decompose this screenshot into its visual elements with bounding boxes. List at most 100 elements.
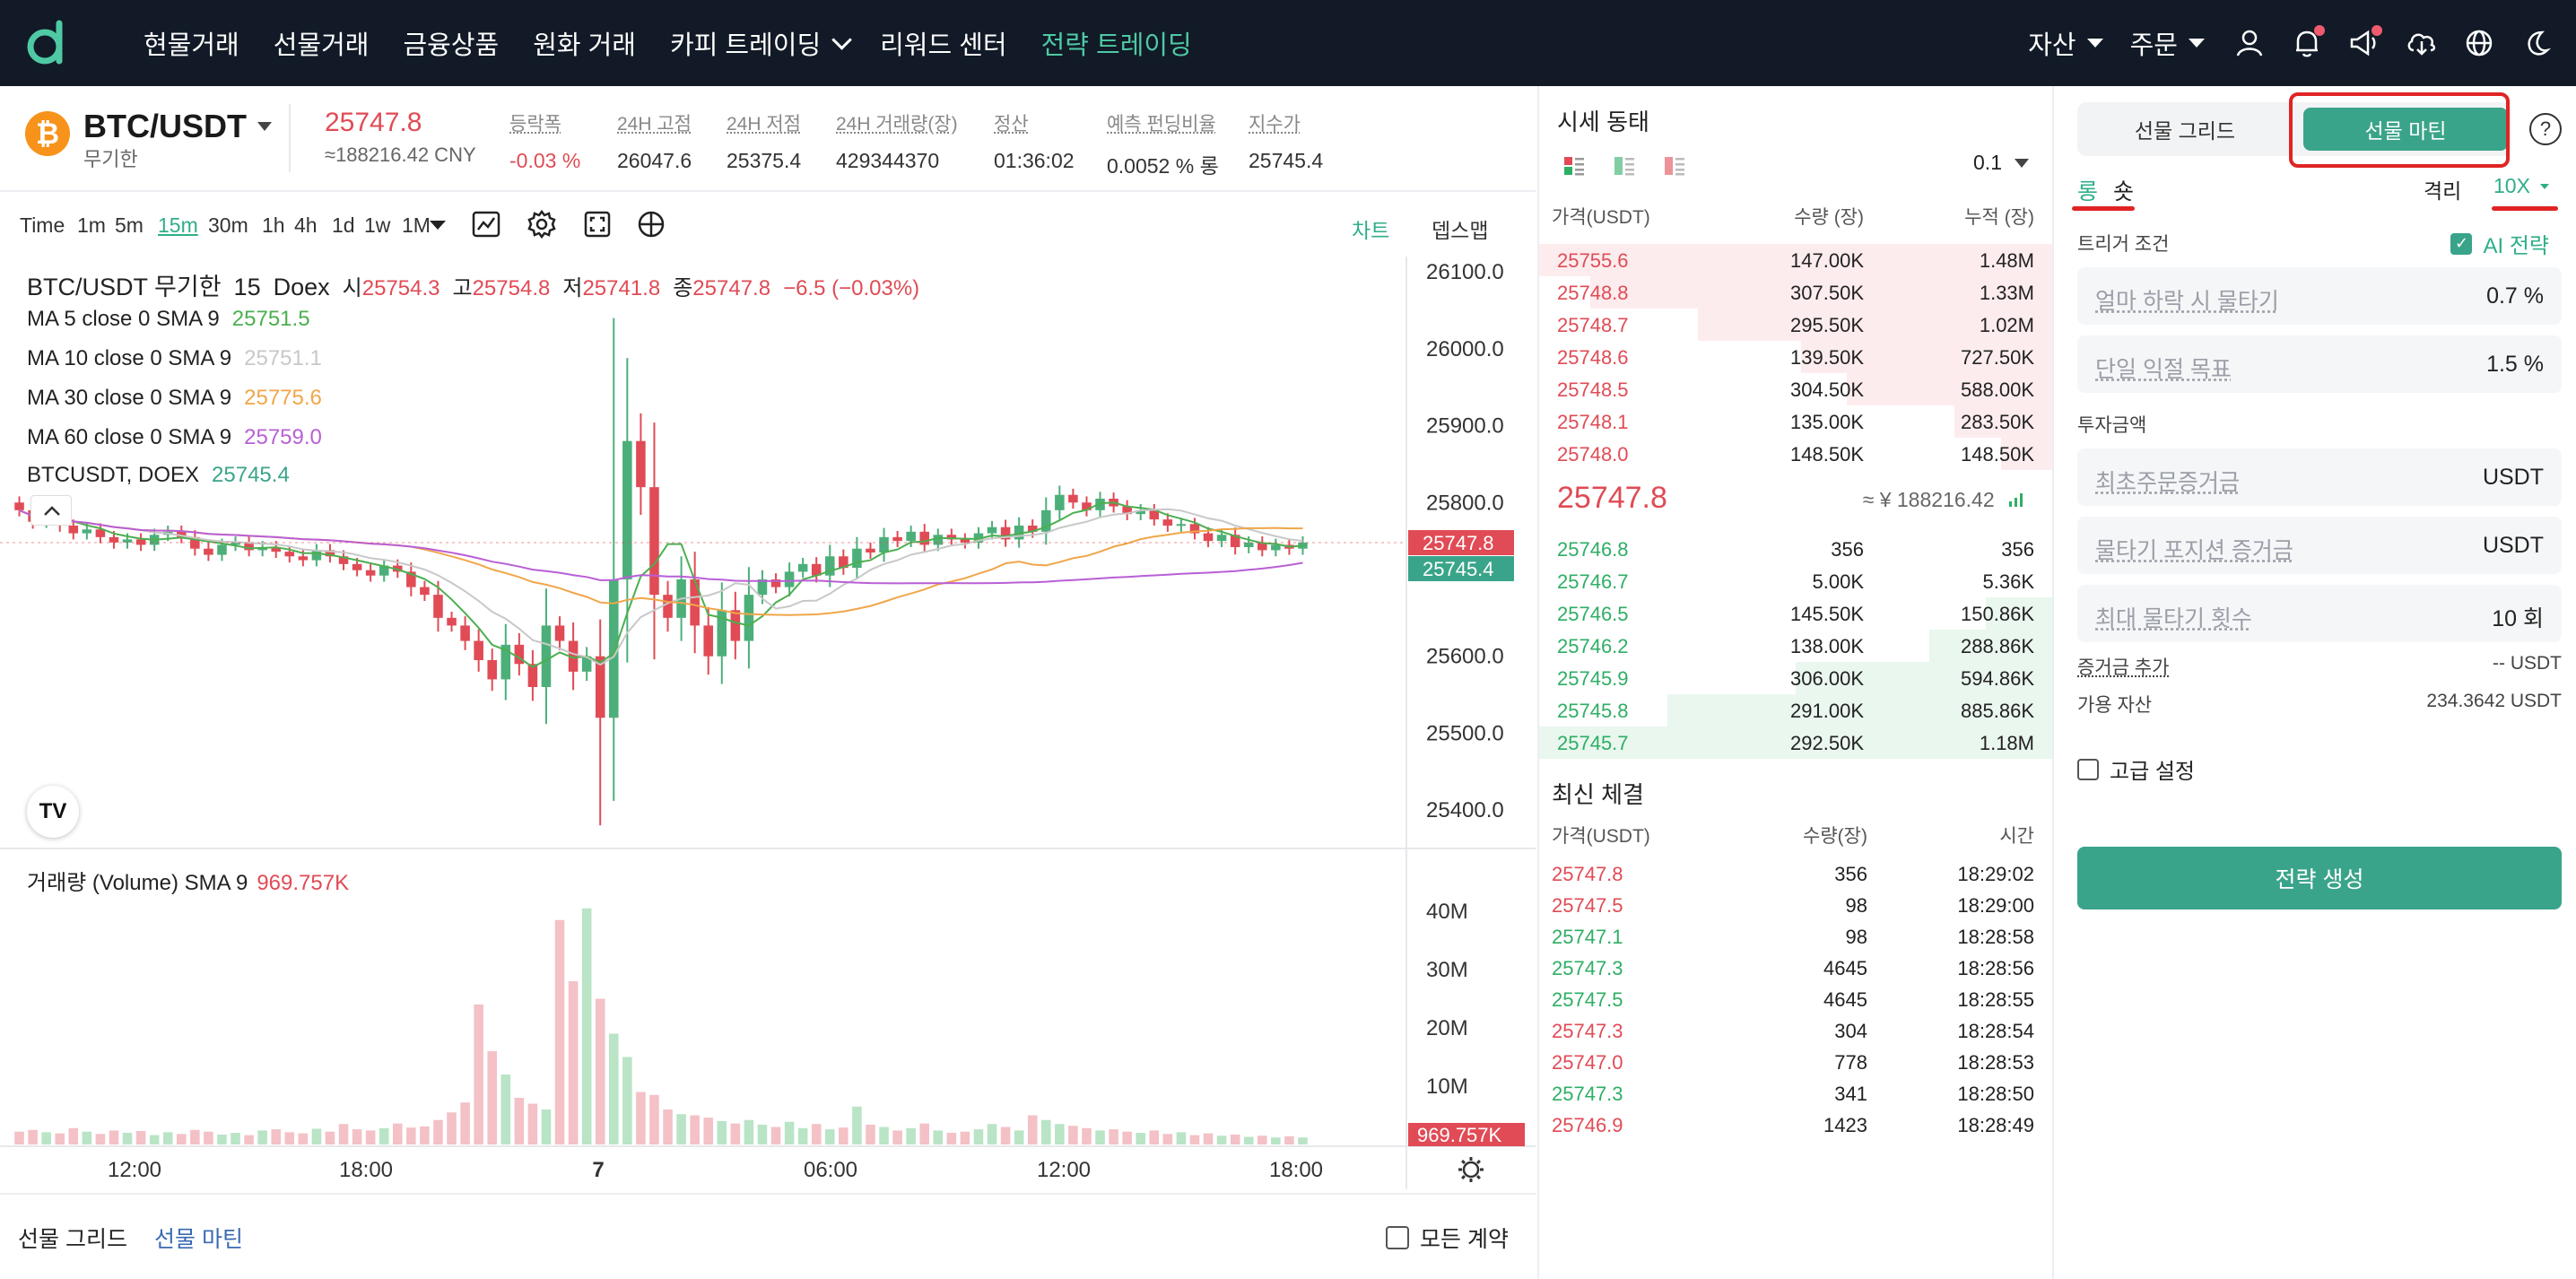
bid-row[interactable]: 25746.7 5.00K 5.36K <box>1539 565 2052 597</box>
trade-time: 18:28:56 <box>1957 957 2034 979</box>
view-chart-tab[interactable]: 차트 <box>1352 219 1390 242</box>
indicator-icon[interactable] <box>470 208 502 240</box>
gear-icon-tooth <box>1461 1160 1466 1164</box>
initial-margin-field[interactable]: 최초주문증거금 USDT <box>2077 448 2562 506</box>
bottom-tab-futures-martin[interactable]: 선물 마틴 <box>154 1227 243 1252</box>
bid-price: 25745.7 <box>1557 732 1629 754</box>
nav-item-1[interactable]: 선물거래 <box>274 24 370 62</box>
bid-row[interactable]: 25745.9 306.00K 594.86K <box>1539 662 2052 694</box>
interval-9[interactable]: 1M <box>402 213 431 237</box>
tradingview-logo[interactable]: TV <box>27 786 79 838</box>
moon-icon[interactable] <box>2519 25 2554 61</box>
nav-item-5[interactable]: 리워드 센터 <box>880 24 1006 62</box>
bid-row[interactable]: 25746.8 356 356 <box>1539 533 2052 565</box>
candle-body <box>839 556 849 569</box>
bell-icon[interactable] <box>2289 25 2325 61</box>
all-contracts-toggle[interactable]: 모든 계약 <box>1386 1222 1509 1254</box>
legend-interval: 15 <box>233 274 261 300</box>
candle-body <box>987 526 997 534</box>
fullscreen-icon[interactable] <box>581 208 614 240</box>
nav-item-4[interactable]: 카피 트레이딩 <box>670 24 852 62</box>
advanced-checkbox[interactable] <box>2077 758 2099 780</box>
asset-dropdown[interactable]: 자산 <box>2028 24 2103 62</box>
interval-2[interactable]: 5m <box>115 213 144 237</box>
interval-6[interactable]: 4h <box>294 213 318 237</box>
bid-row[interactable]: 25746.5 145.50K 150.86K <box>1539 597 2052 630</box>
gear-icon[interactable] <box>526 208 558 240</box>
time-tick-label: 7 <box>592 1158 604 1182</box>
short-tab[interactable]: 숏 <box>2113 179 2135 204</box>
order-dropdown[interactable]: 주문 <box>2130 24 2205 62</box>
interval-4[interactable]: 30m <box>208 213 248 237</box>
dip-buy-field[interactable]: 얼마 하락 시 물타기 0.7 % <box>2077 267 2562 325</box>
tab-futures-martin[interactable]: 선물 마틴 <box>2303 108 2508 151</box>
bid-row[interactable]: 25745.7 292.50K 1.18M <box>1539 727 2052 759</box>
volume-bar <box>568 981 579 1144</box>
ask-row[interactable]: 25748.6 139.50K 727.50K <box>1539 341 2052 373</box>
checkmark-icon[interactable]: ✓ <box>2450 232 2473 255</box>
ask-row[interactable]: 25755.6 147.00K 1.48M <box>1539 244 2052 276</box>
globe-icon[interactable] <box>2461 25 2497 61</box>
bottom-tab-futures-grid[interactable]: 선물 그리드 <box>18 1227 127 1252</box>
book-header-price: 가격(USDT) <box>1552 207 1650 228</box>
all-contracts-checkbox[interactable] <box>1386 1226 1410 1249</box>
chart-area[interactable]: 26100.0 26000.0 25900.0 25800.0 25600.0 25500… <box>0 257 1536 1189</box>
interval-3[interactable]: 15m <box>158 213 198 237</box>
ask-row[interactable]: 25748.1 135.00K 283.50K <box>1539 405 2052 438</box>
collapse-legend-button[interactable] <box>30 495 72 526</box>
book-asks-icon[interactable] <box>1663 154 1686 178</box>
view-depth-tab[interactable]: 뎁스맵 <box>1432 219 1489 242</box>
trade-row: 25747.0 778 18:28:53 <box>1539 1051 2052 1082</box>
dca-margin-field[interactable]: 물타기 포지션 증거금 USDT <box>2077 517 2562 574</box>
price-tick-label: 26000.0 <box>1426 337 1504 361</box>
ask-row[interactable]: 25748.7 295.50K 1.02M <box>1539 309 2052 341</box>
nav-item-2[interactable]: 금융상품 <box>403 24 499 62</box>
max-dca-field[interactable]: 최대 물타기 횟수 10 회 <box>2077 585 2562 642</box>
interval-more-icon[interactable] <box>422 208 454 240</box>
price-chart[interactable]: 26100.0 26000.0 25900.0 25800.0 25600.0 25500… <box>0 257 1536 1189</box>
leverage-dropdown[interactable]: 10X <box>2493 174 2552 198</box>
help-icon[interactable]: ? <box>2529 113 2562 145</box>
download-icon[interactable] <box>2404 25 2440 61</box>
pair-selector[interactable]: BTC/USDT <box>83 108 272 145</box>
user-icon[interactable] <box>2232 25 2267 61</box>
ask-row[interactable]: 25748.5 304.50K 588.00K <box>1539 373 2052 405</box>
interval-0[interactable]: Time <box>20 213 65 237</box>
volume-bar <box>298 1133 309 1144</box>
precision-dropdown[interactable]: 0.1 <box>1973 151 2029 175</box>
ask-row[interactable]: 25748.8 307.50K 1.33M <box>1539 276 2052 309</box>
margin-mode[interactable]: 격리 <box>2424 179 2462 203</box>
layout-grid-icon[interactable] <box>635 208 667 240</box>
interval-8[interactable]: 1w <box>364 213 391 237</box>
bid-price: 25746.8 <box>1557 538 1629 561</box>
take-profit-field[interactable]: 단일 익절 목표 1.5 % <box>2077 335 2562 393</box>
ai-strategy-toggle[interactable]: ✓ AI 전략 <box>2450 228 2549 259</box>
advanced-settings-toggle[interactable]: 고급 설정 <box>2077 753 2195 785</box>
interval-7[interactable]: 1d <box>332 213 355 237</box>
logo-icon[interactable] <box>25 20 72 66</box>
price-tick-label: 25500.0 <box>1426 721 1504 745</box>
ask-row[interactable]: 25748.0 148.50K 148.50K <box>1539 438 2052 470</box>
nav-item-label: 리워드 센터 <box>880 31 1007 60</box>
candle-body <box>1041 509 1051 532</box>
trade-price: 25746.9 <box>1552 1114 1623 1136</box>
nav-item-0[interactable]: 현물거래 <box>144 24 239 62</box>
candle-body <box>609 579 619 718</box>
interval-1[interactable]: 1m <box>77 213 106 237</box>
nav-item-6[interactable]: 전략 트레이딩 <box>1041 24 1192 62</box>
trade-price: 25747.3 <box>1552 957 1623 979</box>
megaphone-icon[interactable] <box>2346 25 2382 61</box>
bid-price: 25746.5 <box>1557 603 1629 625</box>
bid-row[interactable]: 25746.2 138.00K 288.86K <box>1539 630 2052 662</box>
volume-bar <box>879 1127 889 1144</box>
interval-5[interactable]: 1h <box>262 213 285 237</box>
bid-row[interactable]: 25745.8 291.00K 885.86K <box>1539 694 2052 727</box>
create-strategy-button[interactable]: 전략 생성 <box>2077 847 2562 909</box>
gear-icon[interactable] <box>1462 1161 1480 1179</box>
book-bids-icon[interactable] <box>1613 154 1636 178</box>
book-both-icon[interactable] <box>1562 154 1586 178</box>
long-tab[interactable]: 롱 <box>2077 179 2099 204</box>
tab-futures-grid[interactable]: 선물 그리드 <box>2134 119 2236 143</box>
signal-bars-icon <box>2009 493 2023 507</box>
nav-item-3[interactable]: 원화 거래 <box>533 24 636 62</box>
